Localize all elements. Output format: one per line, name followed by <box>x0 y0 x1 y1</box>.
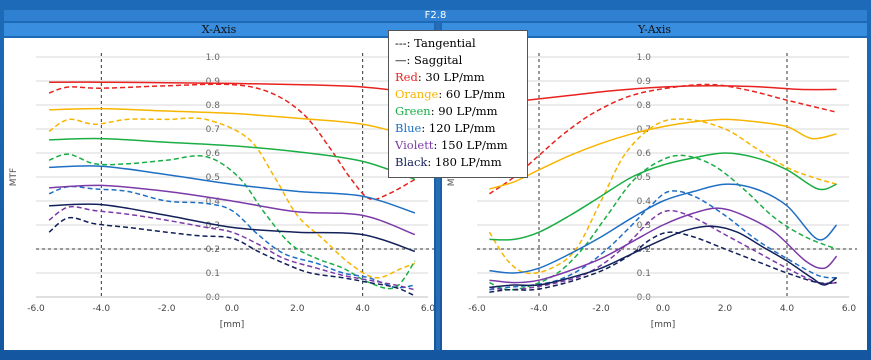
series-line-10 <box>49 203 416 253</box>
x-axis-label: [mm] <box>651 320 676 330</box>
y-tick-label: 0.1 <box>637 269 651 279</box>
legend-entry-frequency: : 120 LP/mm <box>421 121 496 135</box>
x-tick-label: -4.0 <box>530 304 548 314</box>
y-axis-label: MTF <box>9 168 19 186</box>
series-line-4 <box>49 137 416 181</box>
y-tick-label: 0.4 <box>206 197 221 207</box>
legend-entry-frequency: : 180 LP/mm <box>427 155 502 169</box>
x-tick-label: 0.0 <box>656 304 671 314</box>
series-line-2 <box>489 118 837 190</box>
page-title: F2.8 <box>4 10 867 21</box>
x-axis-chart-panel: 0.0 0.1 0.2 0.3 0.4 0.5 0.6 0.7 0.8 0.9 1.0 -6.0 -4.… <box>4 38 436 350</box>
y-tick-label: 0.5 <box>637 173 651 183</box>
x-tick-label: -2.0 <box>592 304 610 314</box>
y-axis-panel-header: Y-Axis <box>442 23 867 36</box>
y-tick-label: 0.0 <box>206 293 221 303</box>
y-tick-label: 0.1 <box>206 269 220 279</box>
series-line-7 <box>489 190 837 291</box>
y-tick-label: 0.4 <box>637 197 652 207</box>
y-tick-label: 0.3 <box>206 221 220 231</box>
chart-legend: ---: Tangential —: Saggital Red: 30 LP/m… <box>388 30 528 178</box>
y-tick-label: 0.2 <box>637 245 651 255</box>
legend-entry: Blue: 120 LP/mm <box>395 120 521 137</box>
series-line-3 <box>48 117 416 279</box>
series-line-7 <box>48 185 416 289</box>
legend-entry: Violett: 150 LP/mm <box>395 137 521 154</box>
x-tick-label: -4.0 <box>93 304 111 314</box>
x-tick-label: 6.0 <box>421 304 434 314</box>
series-line-1 <box>48 83 416 201</box>
series-line-9 <box>48 205 416 291</box>
y-tick-label: 0.2 <box>206 245 220 255</box>
y-axis-mtf-chart: 0.00.10.20.30.40.50.60.70.80.91.0-6.0 -4.… <box>447 53 857 330</box>
series-line-8 <box>49 184 416 236</box>
y-tick-label: 0.8 <box>637 101 652 111</box>
y-tick-label: 0.8 <box>206 101 221 111</box>
legend-entry-frequency: : 90 LP/mm <box>430 104 498 118</box>
x-tick-label: 4.0 <box>780 304 795 314</box>
legend-entry: Orange: 60 LP/mm <box>395 86 521 103</box>
legend-entry: Red: 30 LP/mm <box>395 69 521 86</box>
y-tick-label: 0.6 <box>206 149 221 159</box>
series-line-2 <box>49 107 416 139</box>
series-line-10 <box>489 225 838 289</box>
series-line-0 <box>49 81 415 94</box>
series-line-6 <box>489 183 838 274</box>
series-line-0 <box>489 85 837 106</box>
x-axis-label: [mm] <box>220 320 245 330</box>
y-tick-label: 0.9 <box>206 77 221 87</box>
x-axis-mtf-chart: 0.0 0.1 0.2 0.3 0.4 0.5 0.6 0.7 0.8 0.9 1.0 -6.0 -4.… <box>9 53 436 330</box>
series-line-6 <box>49 165 416 214</box>
series-line-4 <box>489 152 837 241</box>
series-line-5 <box>48 153 416 290</box>
x-tick-label: 4.0 <box>356 304 371 314</box>
x-tick-label: 2.0 <box>290 304 305 314</box>
y-tick-label: 0.7 <box>206 125 220 135</box>
legend-saggital: —: Saggital <box>395 53 463 67</box>
legend-entry-frequency: : 30 LP/mm <box>417 70 485 84</box>
series-line-3 <box>488 118 837 275</box>
series-line-1 <box>488 83 837 195</box>
legend-entry-frequency: : 150 LP/mm <box>433 138 508 152</box>
x-tick-label: 0.0 <box>225 304 240 314</box>
y-tick-label: 0.6 <box>637 149 652 159</box>
legend-entry-name: Black <box>395 155 428 169</box>
x-axis-panel-header: X-Axis <box>4 23 434 36</box>
x-tick-label: -6.0 <box>27 304 45 314</box>
legend-entry-name: Green <box>395 104 431 118</box>
x-tick-label: -2.0 <box>158 304 176 314</box>
y-tick-label: 1.0 <box>206 53 221 63</box>
legend-entry: Black: 180 LP/mm <box>395 154 521 171</box>
legend-entry-name: Blue <box>395 121 422 135</box>
series-line-11 <box>489 231 837 293</box>
legend-tangential: ---: Tangential <box>395 36 476 50</box>
legend-entry-name: Orange <box>395 87 439 101</box>
series-line-11 <box>48 216 416 297</box>
x-tick-label: -6.0 <box>468 304 486 314</box>
legend-entry: Green: 90 LP/mm <box>395 103 521 120</box>
series-line-9 <box>489 209 837 291</box>
panel-divider <box>436 23 440 350</box>
y-tick-label: 0.3 <box>637 221 651 231</box>
series-line-5 <box>489 154 837 291</box>
y-tick-label: 0.0 <box>637 293 652 303</box>
y-tick-label: 0.5 <box>206 173 220 183</box>
y-tick-label: 0.9 <box>637 77 652 87</box>
x-tick-label: 2.0 <box>718 304 733 314</box>
series-line-8 <box>489 207 838 284</box>
legend-entry-name: Red <box>395 70 418 84</box>
y-tick-label: 1.0 <box>637 53 652 63</box>
legend-entry-name: Violett <box>395 138 434 152</box>
x-tick-label: 6.0 <box>842 304 857 314</box>
legend-entry-frequency: : 60 LP/mm <box>438 87 506 101</box>
